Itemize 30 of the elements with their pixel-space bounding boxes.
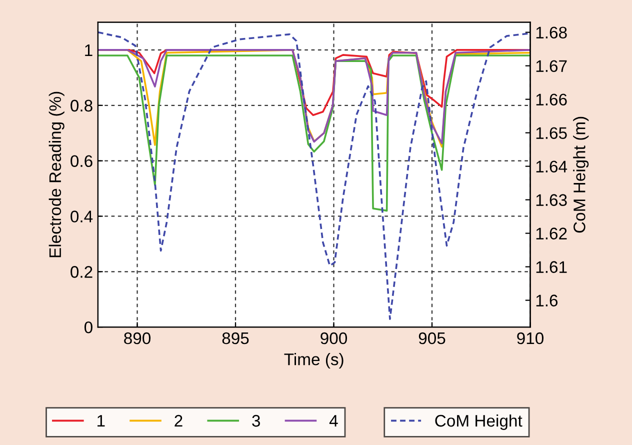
x-axis-title: Time (s): [284, 353, 344, 369]
legend-label: 2: [174, 414, 182, 427]
y2-tick-label: 1.65: [536, 127, 567, 139]
y-tick-label: 0.4: [70, 210, 93, 222]
y2-tick-label: 1.66: [536, 94, 567, 106]
y2-axis-title: CoM Height (m): [573, 116, 589, 233]
y2-tick-label: 1.61: [536, 261, 567, 273]
y-axis-title: Electrode Reading (%): [48, 92, 64, 258]
x-tick-label: 890: [124, 332, 151, 344]
legend-label: 4: [329, 415, 338, 427]
y-tick-label: 0.6: [70, 155, 92, 168]
x-tick-label: 905: [418, 332, 446, 344]
y-tick-label: 0.8: [70, 100, 92, 112]
y-tick-label: 0: [84, 321, 92, 334]
y-tick-label: 0.2: [70, 266, 92, 278]
x-tick-label: 900: [320, 332, 348, 344]
x-tick-label: 910: [517, 332, 544, 344]
y2-tick-label: 1.67: [536, 60, 567, 72]
y-tick-label: 1: [85, 44, 92, 56]
line-series: [98, 54, 530, 212]
y2-tick-label: 1.64: [536, 160, 568, 172]
y2-tick-label: 1.63: [536, 194, 567, 206]
legend-label: CoM Height: [435, 414, 522, 430]
legend-label: 3: [252, 414, 260, 427]
y2-tick-label: 1.68: [536, 26, 567, 38]
y2-tick-label: 1.6: [536, 294, 558, 306]
x-tick-label: 895: [222, 332, 249, 344]
legend-label: 1: [98, 415, 105, 427]
y2-tick-label: 1.62: [536, 228, 567, 240]
line-series: [98, 31, 530, 320]
